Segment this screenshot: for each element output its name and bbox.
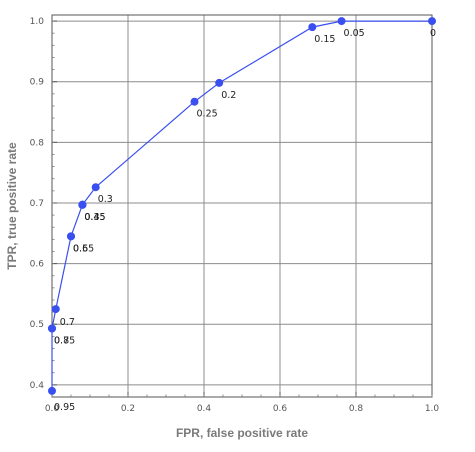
threshold-label: 0.4 (84, 212, 99, 223)
data-point (48, 324, 56, 333)
y-tick-label: 0.6 (30, 260, 45, 270)
threshold-label: 0.05 (344, 28, 365, 39)
data-point (78, 200, 87, 209)
data-point (67, 232, 75, 241)
y-tick-label: 0.4 (30, 381, 45, 391)
y-tick-label: 0.7 (30, 199, 44, 209)
data-point (91, 183, 100, 192)
data-point (337, 17, 346, 26)
data-point (51, 305, 60, 314)
threshold-label: 0.35 (84, 212, 105, 223)
threshold-label: 0.7 (60, 317, 75, 328)
x-tick-label: 0.0 (45, 404, 60, 414)
roc-curve-line (51, 20, 432, 391)
threshold-label: 0.2 (221, 90, 236, 101)
data-point (215, 78, 224, 87)
y-tick-label: 0.5 (30, 320, 44, 330)
threshold-label: 0 (430, 28, 436, 39)
y-tick-label: 1.0 (30, 17, 45, 27)
threshold-label: 0.15 (314, 34, 335, 45)
threshold-label: 0.45 (84, 212, 105, 223)
threshold-label: 0.55 (73, 243, 94, 254)
x-tick-label: 0.4 (197, 404, 212, 414)
ticks-layer: 0.0 0.2 0.4 0.6 0.8 1.0 0.4 0.5 0.6 0.7 0.8 0.9 1.0 (30, 17, 440, 414)
y-axis-title: TPR, true positive rate (5, 142, 19, 270)
y-tick-label: 0.8 (30, 138, 45, 148)
data-point (190, 97, 199, 106)
x-tick-label: 0.8 (349, 404, 364, 414)
threshold-label: 0.6 (73, 243, 88, 254)
threshold-label: 0.8 (54, 335, 69, 346)
plot-frame (51, 14, 433, 398)
threshold-label: 0.25 (197, 109, 218, 120)
data-point (428, 17, 436, 26)
threshold-label: 0.75 (54, 335, 75, 346)
threshold-label: 0.95 (54, 402, 75, 413)
x-tick-label: 0.2 (121, 404, 135, 414)
data-point (308, 23, 317, 32)
x-tick-label: 0.6 (273, 404, 288, 414)
threshold-label: 0.3 (98, 194, 113, 205)
grid-layer (51, 15, 433, 397)
y-tick-label: 0.9 (30, 78, 45, 88)
x-tick-label: 1.0 (425, 404, 440, 414)
data-point (48, 386, 56, 395)
series-layer (48, 17, 436, 395)
x-axis-title: FPR, false positive rate (176, 426, 308, 440)
point-labels-layer: 0.950.80.750.70.60.550.40.450.350.30.250… (54, 28, 436, 413)
